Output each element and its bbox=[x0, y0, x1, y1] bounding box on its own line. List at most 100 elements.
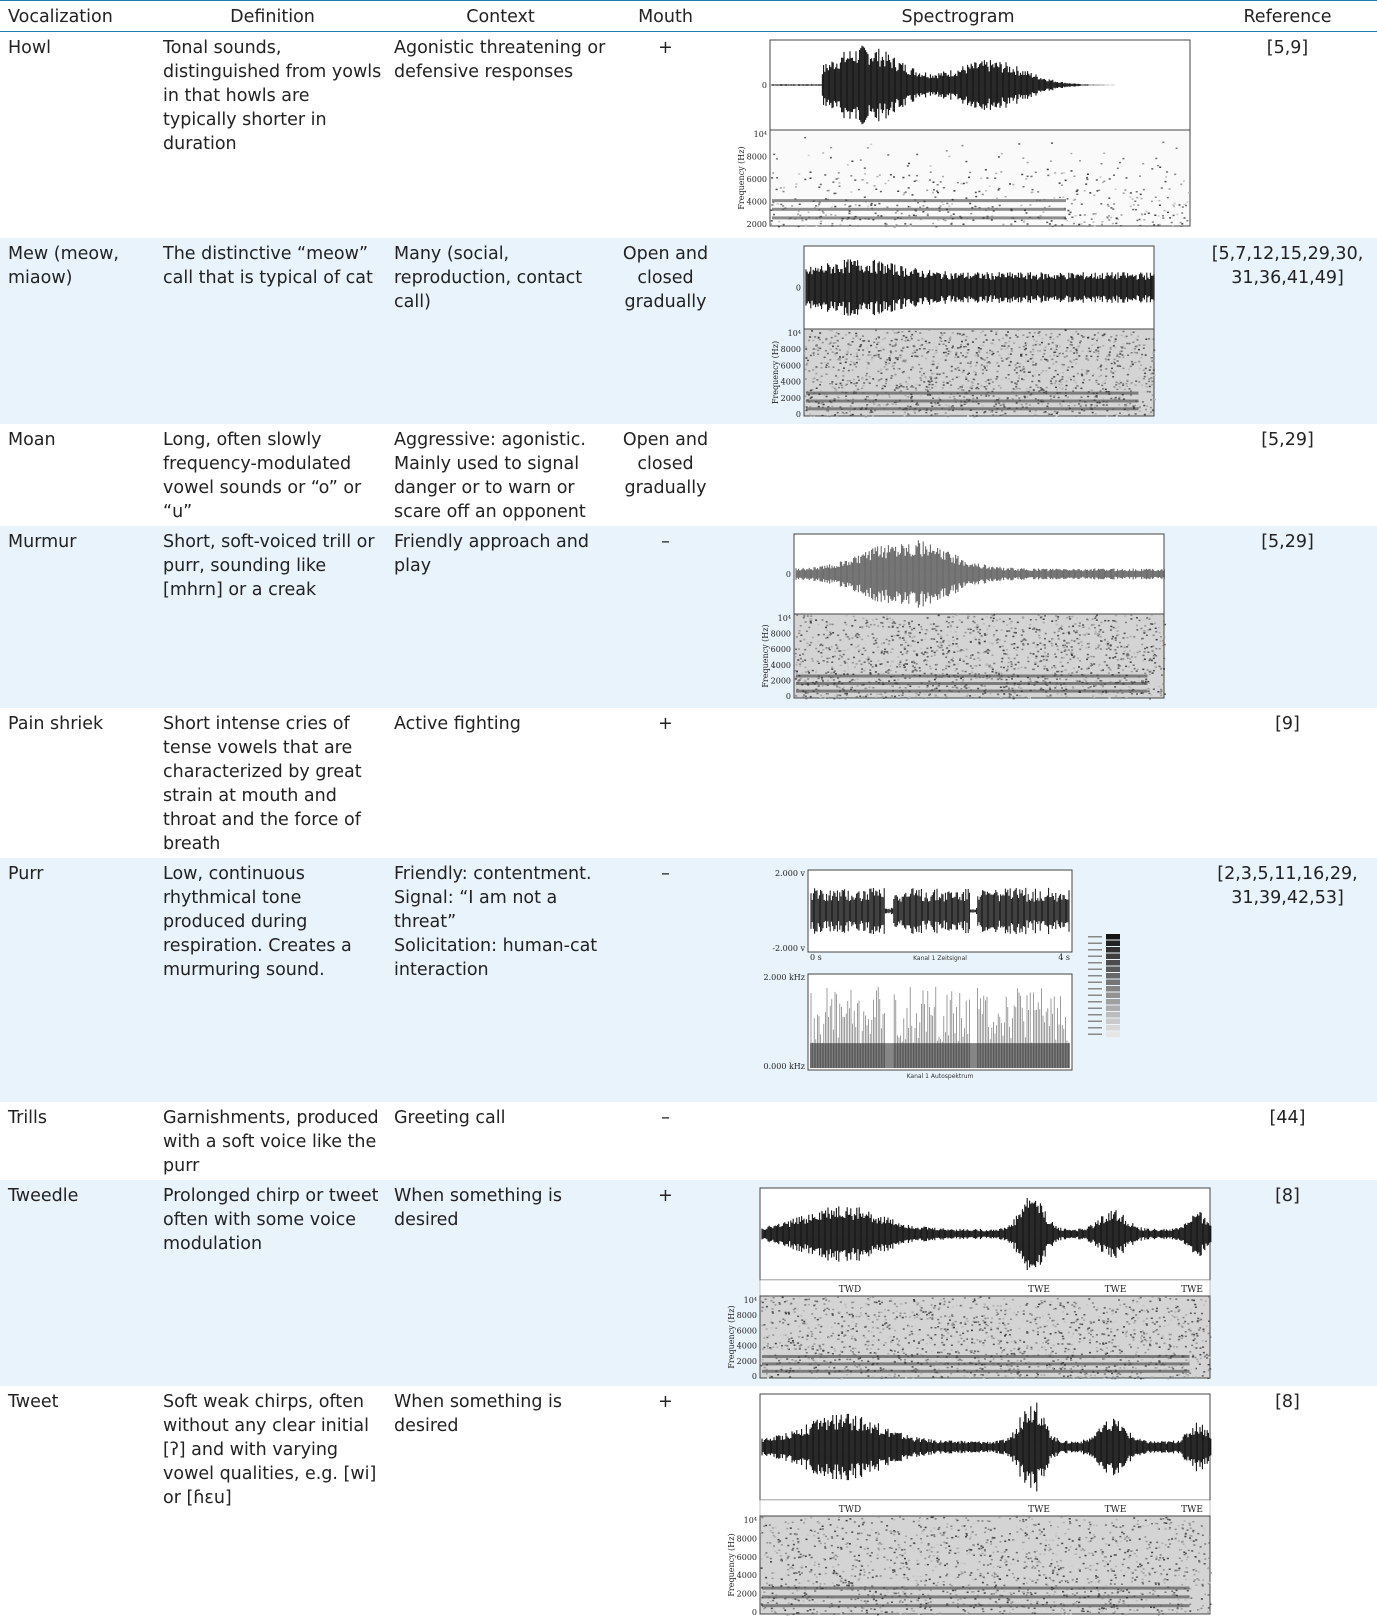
context-line: Greeting call bbox=[394, 1107, 506, 1128]
context-line: When something is desired bbox=[394, 1391, 563, 1436]
axis-tick-label: 4000 bbox=[771, 660, 791, 669]
axis-label: Frequency (Hz) bbox=[761, 624, 770, 687]
table-body: Howl Tonal sounds, distinguished from yow… bbox=[0, 32, 1377, 1624]
axis-tick-label: 0 bbox=[752, 1608, 757, 1617]
table-row: Pain shriek Short intense cries of tense … bbox=[0, 708, 1377, 858]
table-row: Tweet Soft weak chirps, often without any… bbox=[0, 1386, 1377, 1624]
mouth-cell: + bbox=[658, 38, 673, 58]
context-line: Agonistic threatening or defensive respo… bbox=[394, 38, 606, 82]
context-cell: Friendly: contentment. Signal: “I am not… bbox=[388, 857, 613, 1102]
context-line: Friendly: contentment. Signal: “I am not… bbox=[394, 863, 592, 932]
segment-label: TWD bbox=[839, 1285, 861, 1295]
axis-tick-label: 2000 bbox=[771, 676, 791, 685]
segment-label: TWE bbox=[1105, 1285, 1127, 1295]
axis-label: Frequency (Hz) bbox=[727, 1533, 736, 1596]
vocalization-cell: Murmur bbox=[0, 525, 157, 708]
axis-tick-label: 6000 bbox=[737, 1326, 757, 1335]
vocalization-cell: Tweedle bbox=[0, 1179, 157, 1386]
definition-cell: Low, continuous rhythmical tone produced… bbox=[157, 857, 388, 1102]
spectrogram-cell: TWD TWE TWE TWE 10⁴ 8000 6000 4000 2000 0 Frequenc… bbox=[718, 1386, 1212, 1624]
spectrogram-cell: 0 10⁴ 8000 6000 4000 2000 0 Frequency (Hz) bbox=[718, 525, 1198, 708]
spectrogram-cell bbox=[718, 1102, 1198, 1180]
axis-tick-label: 8000 bbox=[781, 345, 801, 354]
context-cell: Friendly approach and play bbox=[388, 525, 613, 708]
vocalization-cell: Tweet bbox=[8, 1391, 59, 1412]
axis-tick-label: 0 bbox=[796, 283, 801, 292]
spectrogram-image: 0 10⁴ 8000 6000 4000 2000 0 Frequency (Hz) bbox=[771, 245, 1156, 419]
spectrogram-figure: 0 10⁴ 8000 6000 4000 2000 0 Frequency (Hz) bbox=[724, 242, 1192, 422]
spectrogram-image: TWD TWE TWE TWE 10⁴ 8000 6000 4000 2000 0 Frequenc… bbox=[727, 1393, 1212, 1617]
axis-tick-label: 4000 bbox=[781, 377, 801, 386]
axis-tick-label: 0 bbox=[786, 570, 791, 579]
table-row: Trills Garnishments, produced with a soft… bbox=[0, 1102, 1377, 1180]
definition-cell: Garnishments, produced with a soft voice… bbox=[163, 1107, 379, 1176]
header-vocalization: Vocalization bbox=[0, 0, 157, 32]
definition-cell: Soft weak chirps, often without any clea… bbox=[163, 1391, 377, 1508]
axis-tick-label: 0.000 kHz bbox=[764, 1062, 805, 1071]
context-cell: Many (social, reproduction, contact call… bbox=[388, 237, 613, 424]
context-cell: Greeting call bbox=[388, 1102, 613, 1180]
axis-tick-label: 10⁴ bbox=[778, 614, 791, 623]
context-cell: Aggressive: agonistic. Mainly used to si… bbox=[388, 424, 613, 526]
panel-caption: Kanal 1 Zeitsignal bbox=[913, 955, 967, 962]
axis-tick-label: 2.000 v bbox=[775, 869, 805, 878]
vocalization-cell: Moan bbox=[8, 429, 56, 450]
axis-tick-label: 8000 bbox=[771, 629, 791, 638]
spectrogram-image: 2.000 v -2.000 v Kanal 1 Zeitsignal 0 s 4 s 2… bbox=[764, 869, 1120, 1080]
definition-cell: Short, soft-voiced trill or purr, soundi… bbox=[157, 525, 388, 708]
spectrogram-figure: 2.000 v -2.000 v Kanal 1 Zeitsignal 0 s 4 s 2… bbox=[724, 862, 1192, 1088]
axis-tick-label: 6000 bbox=[771, 645, 791, 654]
spectrogram-figure: TWD TWE TWE TWE 10⁴ 8000 6000 4000 2000 0 Frequenc… bbox=[724, 1390, 1212, 1620]
reference-cell: [8] bbox=[1198, 1179, 1377, 1386]
spectrogram-figure: 0 10⁴ 8000 6000 4000 2000 0 Frequency (Hz) bbox=[724, 530, 1192, 704]
axis-tick-label: -2.000 v bbox=[772, 944, 805, 953]
reference-cell: [5,7,12,15,29,30, 31,36,41,49] bbox=[1198, 237, 1377, 424]
axis-tick-label: 10⁴ bbox=[788, 329, 801, 338]
mouth-cell: Open and closed gradually bbox=[613, 237, 718, 424]
header-reference: Reference bbox=[1198, 0, 1377, 32]
vocalization-cell: Pain shriek bbox=[8, 713, 104, 734]
reference-cell: [9] bbox=[1275, 713, 1300, 734]
axis-tick-label: 10⁴ bbox=[744, 1296, 757, 1305]
axis-tick-label: 8000 bbox=[747, 153, 767, 162]
context-cell: Agonistic threatening or defensive respo… bbox=[388, 32, 613, 238]
axis-label: Frequency (Hz) bbox=[771, 340, 780, 403]
spectrogram-figure: 0 10⁴ 8000 6000 4000 2000 Frequency (Hz) bbox=[724, 36, 1192, 232]
spectrogram-cell bbox=[718, 424, 1198, 526]
spectrogram-image: TWD TWE TWE TWE 10⁴ 8000 6000 4000 2000 0 Frequenc… bbox=[727, 1187, 1212, 1381]
axis-tick-label: 4000 bbox=[737, 1341, 757, 1350]
header-context: Context bbox=[388, 0, 613, 32]
segment-label: TWE bbox=[1105, 1505, 1127, 1515]
table-row: Howl Tonal sounds, distinguished from yow… bbox=[0, 32, 1377, 238]
segment-label: TWE bbox=[1028, 1505, 1050, 1515]
spectrogram-cell: 0 10⁴ 8000 6000 4000 2000 Frequency (Hz) bbox=[718, 32, 1198, 238]
reference-cell: [44] bbox=[1269, 1107, 1306, 1128]
axis-tick-label: 2000 bbox=[737, 1356, 757, 1365]
segment-label: TWE bbox=[1028, 1285, 1050, 1295]
mouth-cell: + bbox=[613, 1179, 718, 1386]
context-cell: When something is desired bbox=[388, 1386, 613, 1624]
axis-tick-label: 0 s bbox=[810, 953, 822, 962]
header-definition: Definition bbox=[157, 0, 388, 32]
header-spectrogram: Spectrogram bbox=[718, 0, 1198, 32]
axis-tick-label: 2000 bbox=[747, 220, 767, 229]
axis-tick-label: 0 bbox=[796, 410, 801, 419]
axis-tick-label: 10⁴ bbox=[754, 130, 767, 139]
axis-tick-label: 2.000 kHz bbox=[764, 973, 805, 982]
spectrogram-cell: 2.000 v -2.000 v Kanal 1 Zeitsignal 0 s 4 s 2… bbox=[718, 857, 1198, 1102]
spectrogram-cell bbox=[718, 708, 1198, 858]
definition-cell: The distinctive “meow” call that is typi… bbox=[157, 237, 388, 424]
vocalization-cell: Howl bbox=[8, 38, 52, 58]
reference-cell: [5,29] bbox=[1261, 429, 1314, 450]
axis-label: Frequency (Hz) bbox=[737, 146, 746, 209]
spectrogram-image: 0 10⁴ 8000 6000 4000 2000 Frequency (Hz) bbox=[737, 39, 1191, 229]
definition-cell: Prolonged chirp or tweet often with some… bbox=[157, 1179, 388, 1386]
axis-tick-label: 2000 bbox=[737, 1589, 757, 1598]
axis-tick-label: 6000 bbox=[737, 1552, 757, 1561]
axis-tick-label: 2000 bbox=[781, 393, 801, 402]
table-row: Mew (meow, miaow) The distinctive “meow” … bbox=[0, 237, 1377, 424]
vocalization-cell: Trills bbox=[8, 1107, 48, 1128]
axis-tick-label: 0 bbox=[786, 692, 791, 701]
definition-cell: Tonal sounds, distinguished from yowls i… bbox=[163, 38, 382, 154]
